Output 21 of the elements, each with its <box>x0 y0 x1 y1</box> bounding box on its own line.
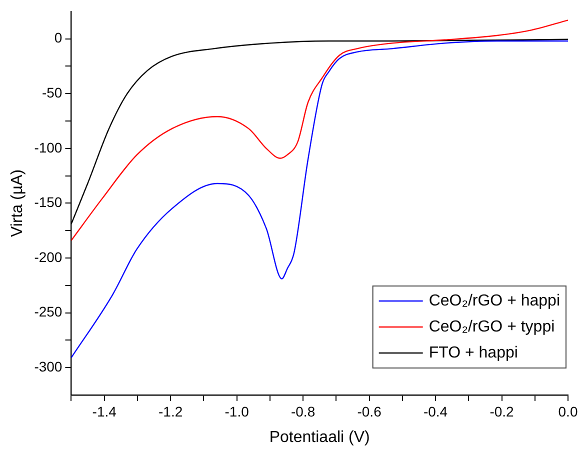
y-tick-label: 0 <box>54 30 62 46</box>
x-tick-label: -0.2 <box>490 403 514 420</box>
y-tick-label: -200 <box>34 248 62 265</box>
y-axis-title: Virta (µA) <box>9 169 26 238</box>
line-series <box>71 20 568 242</box>
legend-label: CeO₂/rGO + happi <box>428 292 560 310</box>
x-tick-label: -1.0 <box>224 403 250 420</box>
y-tick-label: -250 <box>34 304 62 320</box>
x-tick-label: -0.6 <box>357 403 382 420</box>
x-tick-label: -1.2 <box>158 403 183 420</box>
x-axis-title: Potentiaali (V) <box>269 428 370 446</box>
x-tick-label: -0.4 <box>423 403 448 420</box>
legend-label: FTO + happi <box>428 344 518 362</box>
y-tick-label: -150 <box>34 194 62 210</box>
legend-label: CeO₂/rGO + typpi <box>428 318 555 336</box>
x-tick-label: -1.4 <box>92 403 117 420</box>
y-tick-label: -300 <box>34 358 62 374</box>
y-tick-label: -50 <box>42 84 62 100</box>
y-tick-label: -100 <box>34 139 62 156</box>
x-tick-label: 0.0 <box>558 403 578 420</box>
x-tick-label: -0.8 <box>290 403 316 420</box>
